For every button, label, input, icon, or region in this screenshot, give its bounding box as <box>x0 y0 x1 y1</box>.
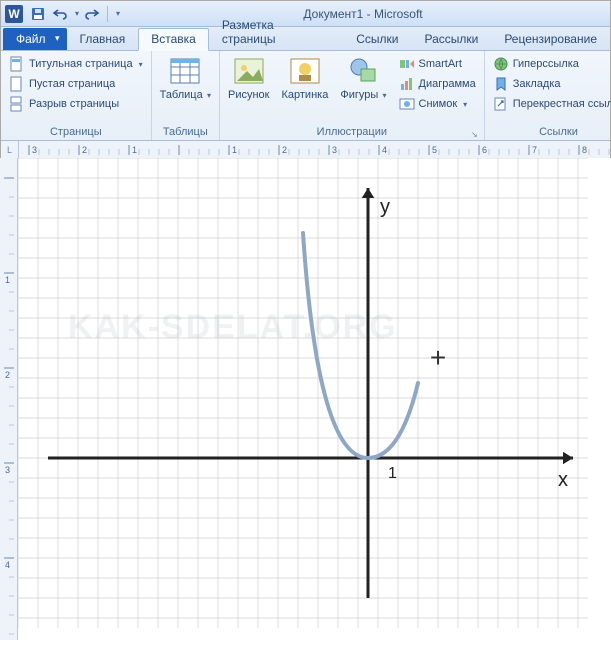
tab-file[interactable]: Файл <box>3 28 67 50</box>
axes-chart: y x 1 <box>18 158 588 628</box>
ruler-horizontal[interactable]: 3 2 1 1 2 3 4 5 6 7 8 <box>19 141 610 159</box>
tab-insert[interactable]: Вставка <box>138 28 209 51</box>
picture-button[interactable]: Рисунок <box>224 53 274 103</box>
crossref-icon <box>493 96 509 112</box>
document-canvas[interactable]: yx1 KAK-SDELAT.ORG + <box>18 158 611 640</box>
table-label: Таблица <box>160 89 203 101</box>
svg-text:7: 7 <box>532 145 537 155</box>
svg-text:1: 1 <box>388 465 397 482</box>
svg-text:1: 1 <box>132 145 137 155</box>
undo-icon[interactable] <box>51 5 69 23</box>
chevron-down-icon: ▾ <box>139 60 143 69</box>
group-links: Гиперссылка Закладка Перекрестная ссылка… <box>485 51 611 140</box>
qat-separator <box>107 6 108 22</box>
blank-page-button[interactable]: Пустая страница <box>5 75 147 93</box>
svg-text:1: 1 <box>232 145 237 155</box>
app-icon: W <box>5 5 23 23</box>
tab-review[interactable]: Рецензирование <box>491 28 610 50</box>
screenshot-label: Снимок <box>419 98 458 110</box>
group-links-label: Ссылки <box>489 125 611 140</box>
svg-text:5: 5 <box>432 145 437 155</box>
quick-access-toolbar: ▾ ▾ <box>29 5 120 23</box>
svg-text:8: 8 <box>582 145 587 155</box>
screenshot-icon <box>399 96 415 112</box>
smartart-button[interactable]: SmartArt <box>395 55 480 73</box>
clipart-icon <box>289 55 321 87</box>
chart-icon <box>399 76 415 92</box>
svg-text:4: 4 <box>382 145 387 155</box>
smartart-icon <box>399 56 415 72</box>
save-icon[interactable] <box>29 5 47 23</box>
group-pages-label: Страницы <box>5 125 147 140</box>
page-break-label: Разрыв страницы <box>29 98 119 110</box>
chart-button[interactable]: Диаграмма <box>395 75 480 93</box>
group-pages: Титульная страница ▾ Пустая страница Раз… <box>1 51 152 140</box>
crossref-button[interactable]: Перекрестная ссылка <box>489 95 611 113</box>
group-tables-label: Таблицы <box>156 125 215 140</box>
blank-page-icon <box>9 76 25 92</box>
picture-icon <box>233 55 265 87</box>
blank-page-label: Пустая страница <box>29 78 115 90</box>
window-title: Документ1 - Microsoft <box>120 7 606 21</box>
redo-icon[interactable] <box>83 5 101 23</box>
cover-page-label: Титульная страница <box>29 58 133 70</box>
crossref-label: Перекрестная ссылка <box>513 98 611 110</box>
bookmark-label: Закладка <box>513 78 561 90</box>
shapes-button[interactable]: Фигуры ▾ <box>336 53 390 103</box>
crosshair-cursor: + <box>430 342 446 374</box>
svg-text:4: 4 <box>5 560 10 570</box>
svg-text:3: 3 <box>5 465 10 475</box>
svg-text:2: 2 <box>5 370 10 380</box>
clipart-label: Картинка <box>281 89 328 101</box>
svg-text:6: 6 <box>482 145 487 155</box>
hyperlink-button[interactable]: Гиперссылка <box>489 55 611 73</box>
svg-text:y: y <box>380 196 390 218</box>
shapes-label: Фигуры <box>340 89 378 101</box>
tab-references[interactable]: Ссылки <box>343 28 411 50</box>
picture-label: Рисунок <box>228 89 270 101</box>
clipart-button[interactable]: Картинка <box>277 53 332 103</box>
chevron-down-icon: ▾ <box>463 100 467 109</box>
svg-text:1: 1 <box>5 275 10 285</box>
svg-text:x: x <box>558 469 568 491</box>
ruler-corner[interactable]: L <box>1 141 19 159</box>
group-illustrations: Рисунок Картинка Фигуры ▾ Smar <box>220 51 485 140</box>
table-icon <box>169 55 201 87</box>
screenshot-button[interactable]: Снимок ▾ <box>395 95 480 113</box>
svg-text:2: 2 <box>82 145 87 155</box>
group-tables: Таблица ▾ Таблицы <box>152 51 220 140</box>
hyperlink-label: Гиперссылка <box>513 58 579 70</box>
bookmark-icon <box>493 76 509 92</box>
bookmark-button[interactable]: Закладка <box>489 75 611 93</box>
table-button[interactable]: Таблица ▾ <box>156 53 215 103</box>
tab-home[interactable]: Главная <box>67 28 139 50</box>
shapes-icon <box>347 55 379 87</box>
chevron-down-icon: ▾ <box>205 91 211 100</box>
undo-dropdown-icon[interactable]: ▾ <box>75 9 79 18</box>
chevron-down-icon: ▾ <box>380 91 386 100</box>
svg-text:3: 3 <box>32 145 37 155</box>
svg-text:2: 2 <box>282 145 287 155</box>
cover-page-icon <box>9 56 25 72</box>
chart-label: Диаграмма <box>419 78 476 90</box>
page-break-icon <box>9 96 25 112</box>
ribbon: Титульная страница ▾ Пустая страница Раз… <box>1 51 610 141</box>
smartart-label: SmartArt <box>419 58 462 70</box>
group-illustrations-label: Иллюстрации <box>224 125 480 140</box>
cover-page-button[interactable]: Титульная страница ▾ <box>5 55 147 73</box>
page-break-button[interactable]: Разрыв страницы <box>5 95 147 113</box>
tab-layout[interactable]: Разметка страницы <box>209 14 343 50</box>
hyperlink-icon <box>493 56 509 72</box>
svg-text:3: 3 <box>332 145 337 155</box>
tab-mailings[interactable]: Рассылки <box>411 28 491 50</box>
ribbon-tabs: Файл Главная Вставка Разметка страницы С… <box>1 27 610 51</box>
ruler-vertical[interactable]: 1 2 3 4 <box>0 158 18 640</box>
